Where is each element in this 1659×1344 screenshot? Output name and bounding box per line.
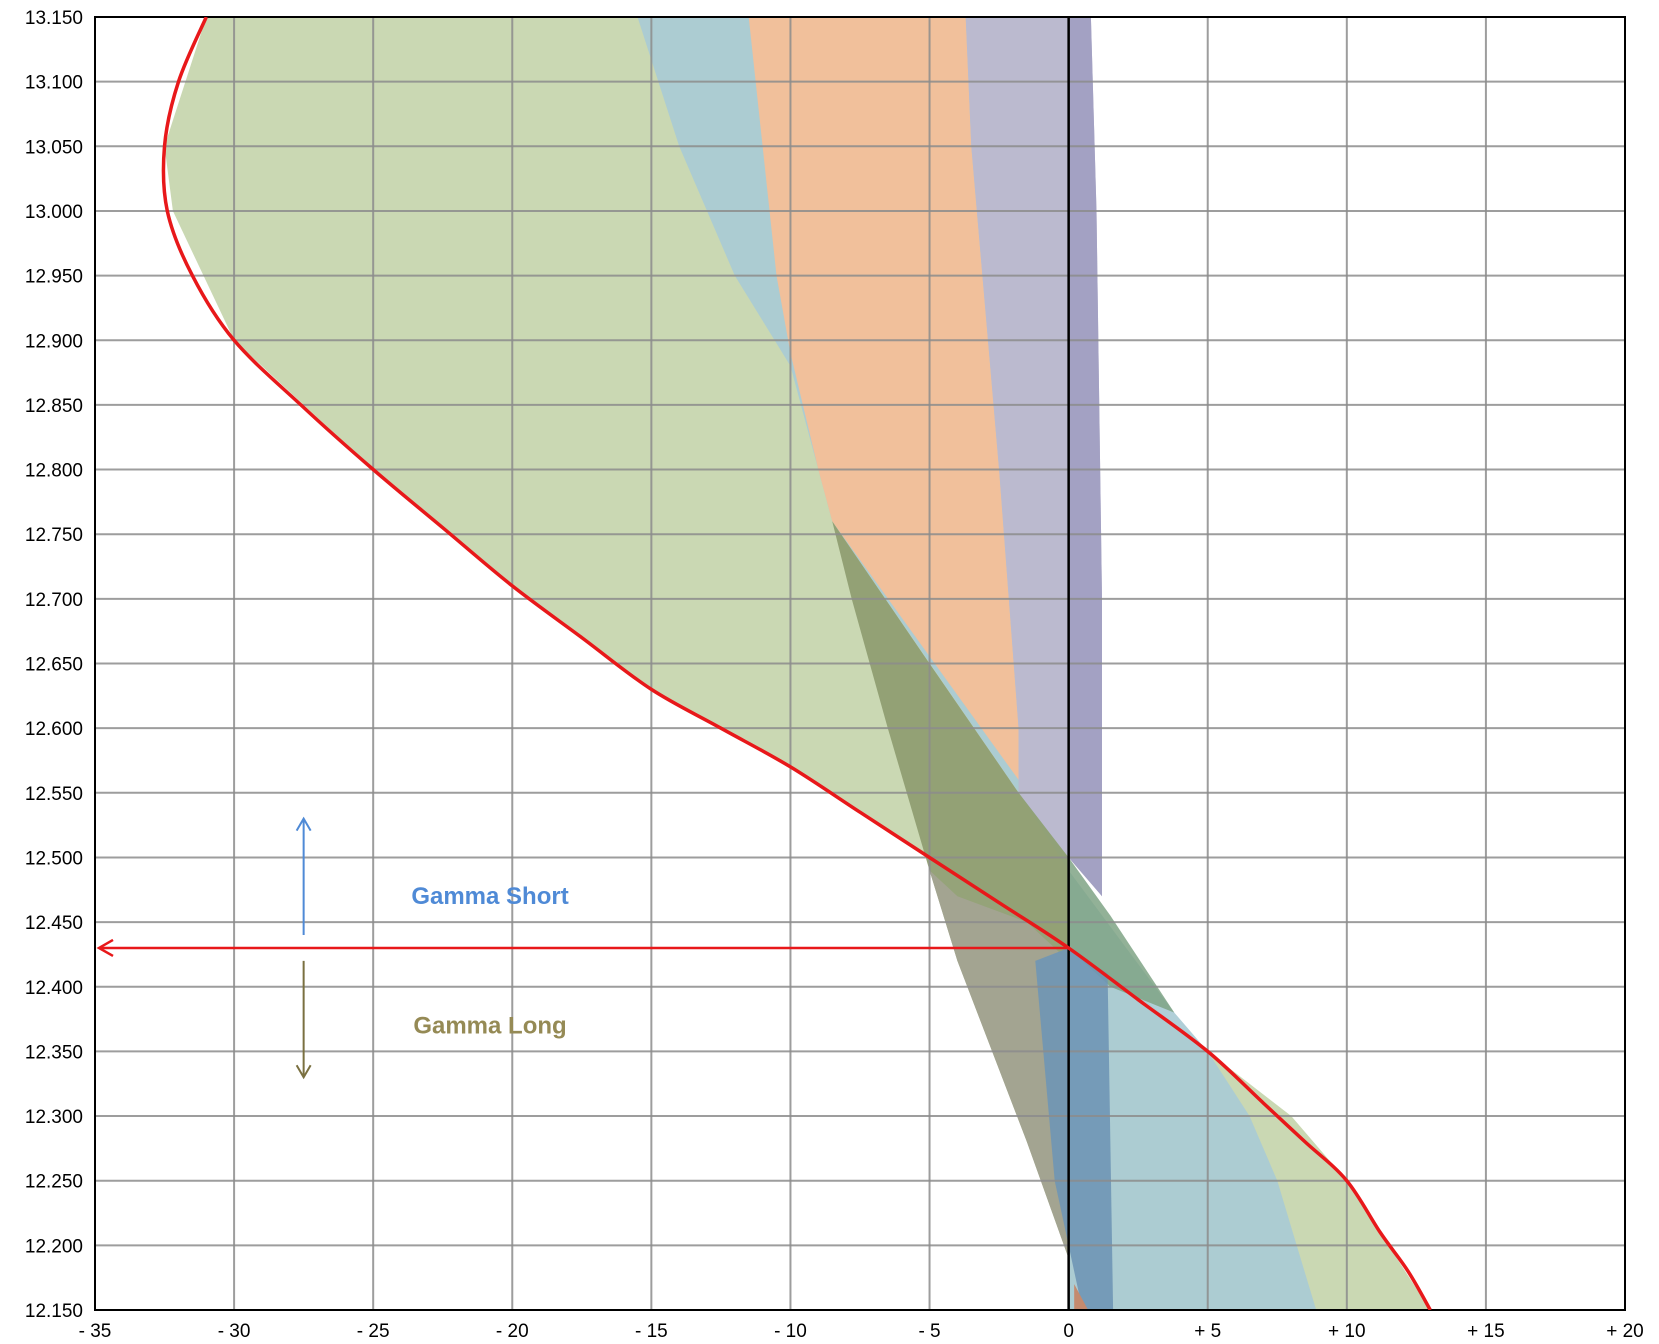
tick-labels: - 35 - 30 - 25 - 20 - 15 - 10 - 5 0 + 5 + 10 + 15 +… <box>25 8 1644 1342</box>
x-tick-label: - 25 <box>357 1321 390 1342</box>
y-tick-label: 12.250 <box>25 1172 83 1193</box>
exposure-area-6 <box>1068 857 1175 1013</box>
plot-border <box>94 16 1626 1311</box>
y-tick-label: 12.950 <box>25 267 83 288</box>
gamma-curve-layer <box>161 17 1432 1310</box>
x-tick-label: - 10 <box>774 1321 807 1342</box>
y-tick-label: 13.150 <box>25 8 83 29</box>
x-tick-label: + 15 <box>1467 1321 1505 1342</box>
x-tick-label: - 20 <box>496 1321 529 1342</box>
gamma-curve-line <box>161 17 1432 1310</box>
y-tick-label: 12.900 <box>25 331 83 352</box>
x-tick-label: 0 <box>1063 1321 1074 1342</box>
y-tick-label: 12.700 <box>25 590 83 611</box>
gamma-long-arrowhead <box>295 1064 312 1080</box>
y-tick-label: 13.050 <box>25 137 83 158</box>
gamma-short-arrowhead <box>295 816 312 832</box>
y-tick-label: 12.450 <box>25 913 83 934</box>
x-tick-label: - 30 <box>218 1321 251 1342</box>
y-tick-label: 12.850 <box>25 396 83 417</box>
y-tick-label: 12.600 <box>25 719 83 740</box>
exposure-area-4 <box>1068 17 1102 897</box>
price-arrow-head <box>96 938 114 958</box>
x-tick-label: - 15 <box>635 1321 668 1342</box>
x-tick-label: + 20 <box>1606 1321 1644 1342</box>
gridlines <box>94 16 1626 1311</box>
exposure-area-9 <box>1074 1284 1089 1310</box>
y-tick-label: 12.500 <box>25 848 83 869</box>
y-tick-label: 12.550 <box>25 784 83 805</box>
y-tick-label: 12.400 <box>25 978 83 999</box>
gamma-short-label: Gamma Short <box>411 883 568 910</box>
y-tick-label: 12.350 <box>25 1042 83 1063</box>
x-tick-label: + 5 <box>1194 1321 1221 1342</box>
exposure-area-2 <box>748 17 1019 780</box>
y-tick-label: 12.150 <box>25 1301 83 1322</box>
y-tick-label: 12.300 <box>25 1107 83 1128</box>
y-tick-label: 13.000 <box>25 202 83 223</box>
y-tick-label: 13.100 <box>25 73 83 94</box>
arrows-layer <box>96 816 1069 1080</box>
exposure-area-8 <box>1035 948 1114 1310</box>
x-tick-label: - 5 <box>918 1321 940 1342</box>
y-tick-label: 12.800 <box>25 461 83 482</box>
y-tick-label: 12.200 <box>25 1236 83 1257</box>
annotations-layer: Gamma Short Gamma Long <box>411 883 568 1039</box>
y-tick-label: 12.750 <box>25 525 83 546</box>
exposure-area-7 <box>929 870 1069 1259</box>
x-tick-label: + 10 <box>1328 1321 1366 1342</box>
gamma-long-label: Gamma Long <box>413 1013 566 1040</box>
y-tick-label: 12.650 <box>25 655 83 676</box>
x-tick-label: - 35 <box>79 1321 112 1342</box>
